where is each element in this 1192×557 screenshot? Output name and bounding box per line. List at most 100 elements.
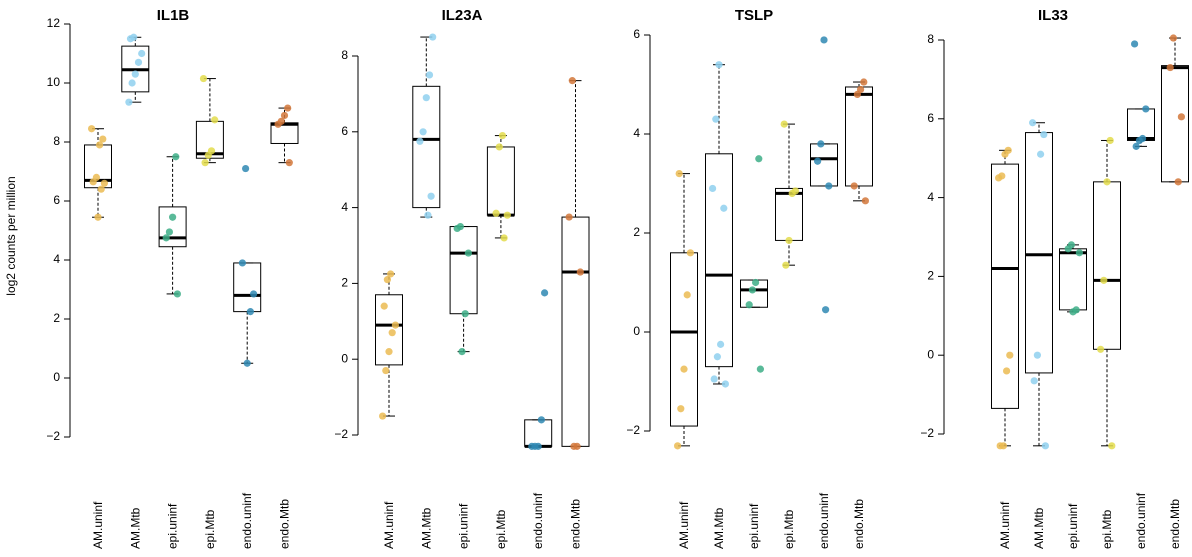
data-point (820, 36, 828, 44)
data-point (1169, 34, 1177, 42)
data-point (1106, 136, 1114, 145)
data-point (683, 291, 691, 299)
data-point (1100, 276, 1108, 284)
data-point (125, 98, 133, 106)
data-point (416, 137, 424, 145)
data-point (1040, 130, 1048, 139)
data-point (211, 116, 219, 124)
x-tick-label: endo.Mtb (1168, 499, 1182, 549)
box (670, 252, 698, 427)
box (233, 262, 262, 313)
plot-area: −2 0 2 4 6 8 AM.uninf AM.Mtb epi.uninf epi.Mtb end… (920, 32, 1189, 549)
y-tick-label: 4 (633, 126, 640, 140)
data-point (138, 49, 146, 58)
box (991, 163, 1019, 409)
panel-il23a: IL23A −2 0 2 4 6 8 AM.uninf AM.Mtb epi.uninf epi.… (334, 7, 590, 549)
data-point (1135, 136, 1143, 145)
data-point (172, 153, 180, 161)
data-point (1003, 367, 1011, 375)
data-point (379, 412, 387, 420)
plot-area: −2 0 2 4 6 8 10 12 AM.uninf AM.Mtb epi.uninf epi.Mt… (46, 16, 299, 549)
data-point (752, 278, 760, 287)
box (1059, 248, 1087, 311)
data-point (99, 135, 107, 143)
data-point (788, 189, 796, 197)
panel-title: IL1B (157, 7, 190, 24)
data-point (96, 141, 104, 149)
data-point (425, 71, 434, 79)
data-point (541, 289, 549, 297)
data-point (850, 182, 858, 190)
panel-title: IL23A (442, 7, 483, 24)
data-point (1001, 150, 1009, 158)
x-tick-label: AM.Mtb (419, 507, 433, 549)
data-point (717, 340, 725, 348)
data-point (995, 174, 1003, 182)
data-point (721, 380, 730, 388)
x-tick-label: endo.uninf (1134, 492, 1148, 549)
data-point (1006, 351, 1014, 359)
data-point (782, 261, 790, 269)
y-tick-label: 4 (927, 190, 934, 204)
data-point (89, 178, 97, 186)
data-point (285, 159, 293, 167)
data-point (100, 179, 108, 187)
data-point (713, 353, 722, 361)
data-point (822, 306, 830, 314)
y-tick-label: 0 (341, 351, 348, 365)
data-point (745, 301, 753, 309)
x-tick-label: endo.uninf (240, 492, 254, 549)
data-point (680, 365, 688, 373)
box (158, 206, 187, 248)
data-point (537, 416, 546, 424)
data-point (173, 290, 181, 298)
y-tick-label: 8 (53, 134, 60, 148)
data-point (853, 90, 862, 98)
data-point (755, 155, 763, 163)
data-point (498, 131, 507, 140)
data-point (88, 125, 96, 133)
data-point (1108, 442, 1116, 450)
data-point (492, 209, 500, 217)
box (845, 86, 873, 187)
data-point (388, 329, 396, 337)
data-point (1041, 442, 1049, 450)
panel-title: TSLP (735, 7, 773, 24)
data-point (1103, 178, 1111, 186)
data-point (131, 70, 139, 78)
y-axis-label: log2 counts per million (4, 176, 18, 295)
y-tick-label: −2 (626, 423, 640, 437)
data-point (162, 234, 170, 242)
box (561, 216, 590, 447)
data-point (570, 442, 578, 450)
data-point (1075, 249, 1083, 257)
data-point (419, 128, 427, 136)
data-point (382, 366, 390, 375)
x-tick-label: epi.uninf (166, 503, 180, 549)
data-point (1097, 345, 1105, 353)
data-point (464, 249, 472, 257)
y-tick-label: 8 (341, 48, 348, 62)
data-point (280, 111, 289, 120)
data-point (380, 302, 388, 310)
x-tick-label: AM.uninf (382, 501, 396, 549)
y-tick-label: −2 (920, 426, 934, 440)
y-tick-label: 4 (341, 200, 348, 214)
data-point (500, 234, 508, 242)
data-point (756, 365, 765, 373)
x-tick-label: AM.uninf (677, 501, 691, 549)
data-point (674, 442, 682, 450)
data-point (1037, 150, 1045, 158)
y-tick-label: 2 (53, 311, 60, 325)
data-point (503, 211, 511, 219)
y-tick-label: 2 (633, 225, 640, 239)
data-point (568, 77, 576, 85)
y-tick-label: 6 (633, 27, 640, 41)
x-tick-label: endo.Mtb (852, 499, 866, 549)
data-point (391, 321, 399, 329)
data-point (126, 35, 135, 43)
data-point (387, 270, 395, 278)
x-tick-label: endo.Mtb (278, 499, 292, 549)
data-point (715, 61, 723, 69)
data-point (861, 197, 870, 205)
